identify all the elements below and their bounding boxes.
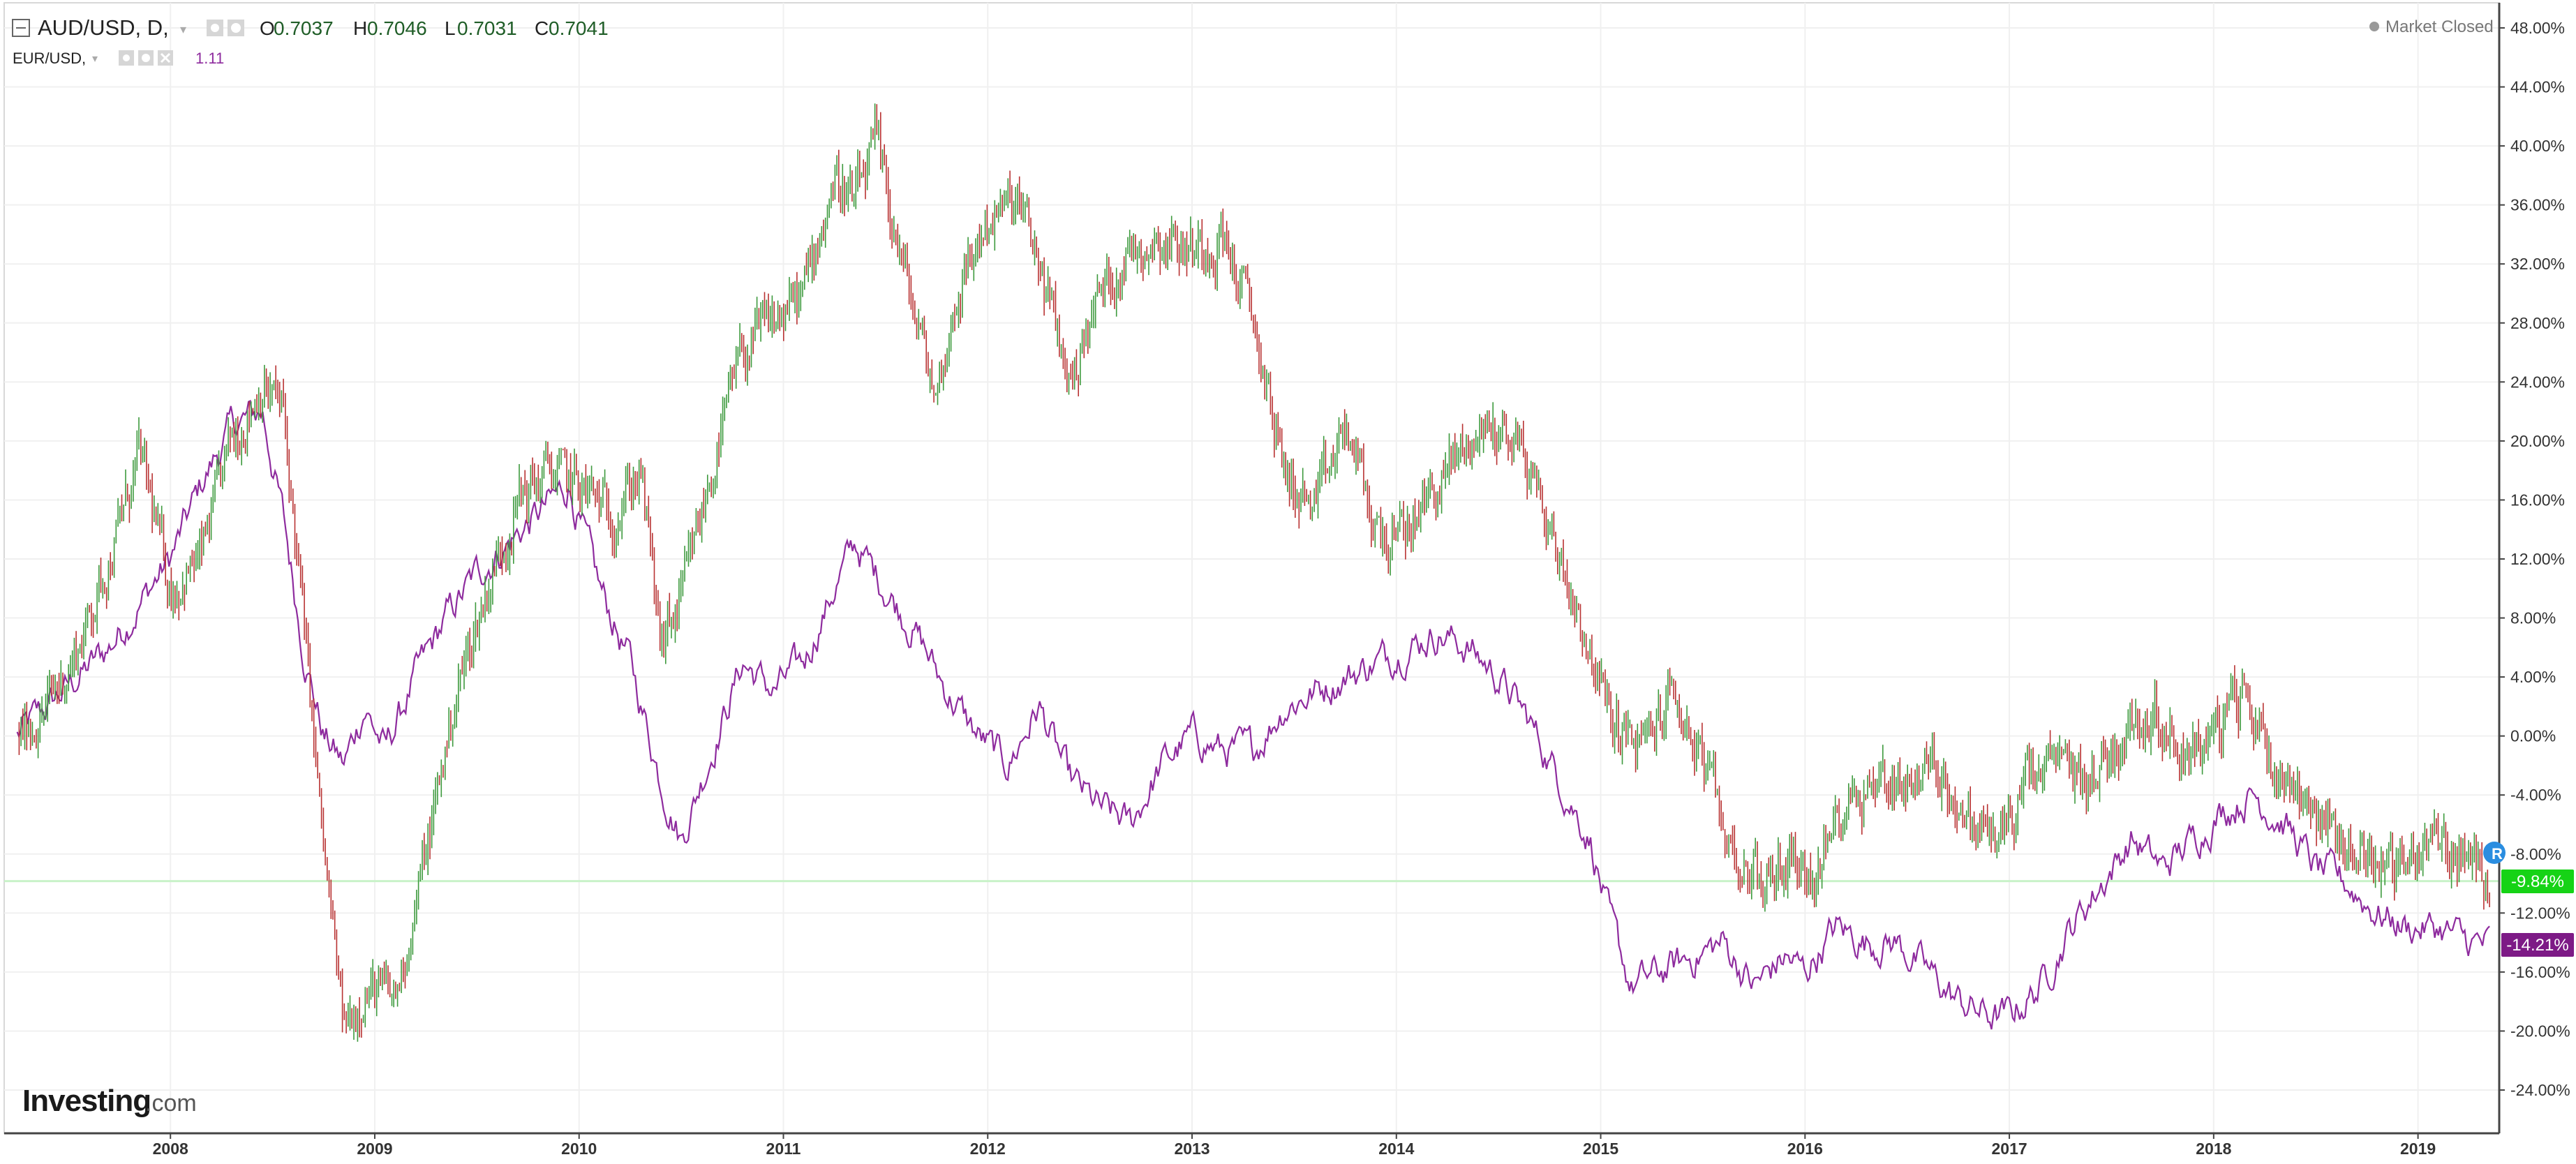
y-tick-label: 28.00% (2510, 314, 2565, 332)
x-tick-label: 2009 (357, 1140, 392, 1158)
ohlc-close-value: 0.7041 (549, 17, 609, 39)
y-tick-label: 0.00% (2510, 727, 2556, 745)
y-tick-label: 44.00% (2510, 78, 2565, 96)
y-tick-label: 20.00% (2510, 432, 2565, 450)
y-tick-label: 24.00% (2510, 373, 2565, 391)
x-tick-label: 2017 (1991, 1140, 2027, 1158)
y-tick-label: 16.00% (2510, 491, 2565, 509)
ohlc-high-value: 0.7046 (367, 17, 427, 39)
x-tick-label: 2016 (1787, 1140, 1823, 1158)
y-tick-label: 8.00% (2510, 609, 2556, 627)
aud-marker[interactable]: R (2483, 842, 2506, 864)
market-status: Market Closed (2369, 17, 2494, 36)
logo-suffix: .com (145, 1090, 197, 1117)
y-tick-label: -16.00% (2510, 963, 2570, 981)
gear-icon-center (231, 23, 241, 33)
ohlc-low-value: 0.7031 (457, 17, 517, 39)
y-tick-label: 48.00% (2510, 19, 2565, 37)
chevron-down-icon[interactable]: ▾ (180, 22, 186, 37)
aud-price-badge-label: -9.84% (2511, 872, 2564, 891)
aud-price-badge: -9.84% (2501, 870, 2574, 893)
grid-layer (4, 3, 2499, 1133)
x-tick-label: 2019 (2400, 1140, 2436, 1158)
y-tick-label: 32.00% (2510, 255, 2565, 273)
x-tick-label: 2015 (1583, 1140, 1618, 1158)
aud-usd-series (18, 103, 2490, 1042)
eur-usd-series (16, 399, 2490, 1030)
ohlc-low-key: L (445, 17, 456, 39)
gear-icon-center (142, 54, 150, 62)
y-tick-label: 4.00% (2510, 668, 2556, 686)
ohlc-open-value: 0.7037 (274, 17, 334, 39)
ohlc-close-key: C (535, 17, 549, 39)
compare-value: 1.11 (195, 50, 224, 67)
eur-usd-line (16, 399, 2490, 1030)
eye-icon-pupil (123, 54, 130, 61)
x-tick-label: 2014 (1378, 1140, 1414, 1158)
x-axis[interactable]: 2008 2009 2010 2011 2012 2013 2014 2015 2016 2017… (153, 1133, 2436, 1158)
x-tick-label: 2010 (561, 1140, 597, 1158)
market-status-label: Market Closed (2385, 17, 2494, 36)
eye-icon-pupil (211, 24, 219, 32)
y-axis[interactable]: 48.00% 44.00% 40.00% 36.00% 32.00% 28.00% 24.0… (2499, 19, 2570, 1099)
y-tick-label: 40.00% (2510, 137, 2565, 155)
main-symbol-label: AUD/USD, D, (38, 15, 169, 40)
y-tick-label: -12.00% (2510, 904, 2570, 922)
x-tick-label: 2018 (2196, 1140, 2231, 1158)
status-dot-icon (2369, 22, 2379, 31)
y-tick-label: -20.00% (2510, 1022, 2570, 1040)
eur-price-badge-label: -14.21% (2506, 936, 2568, 955)
ohlc-open-key: O (260, 17, 275, 39)
eur-price-badge: -14.21% (2501, 933, 2574, 957)
plot-border (3, 2, 2500, 1134)
legend-compare[interactable]: EUR/USD, ▾ 1.11 (13, 50, 224, 67)
y-tick-label: -4.00% (2510, 786, 2561, 804)
x-tick-label: 2013 (1174, 1140, 1209, 1158)
legend-main[interactable]: AUD/USD, D, ▾ O 0.7037 H 0.7046 L 0.7031… (12, 15, 609, 40)
compare-symbol-label: EUR/USD, (13, 50, 86, 67)
aud-marker-icon: R (2492, 845, 2503, 863)
logo-brand: Investing (22, 1084, 151, 1118)
close-icon-stroke (160, 52, 171, 64)
ohlc-high-key: H (353, 17, 367, 39)
y-tick-label: -24.00% (2510, 1081, 2570, 1099)
chevron-down-icon[interactable]: ▾ (92, 52, 98, 65)
y-tick-label: 36.00% (2510, 196, 2565, 214)
y-tick-label: -8.00% (2510, 845, 2561, 863)
x-tick-label: 2008 (153, 1140, 188, 1158)
y-tick-label: 12.00% (2510, 550, 2565, 568)
x-tick-label: 2012 (970, 1140, 1006, 1158)
investing-logo[interactable]: Investing .com (22, 1084, 197, 1118)
x-tick-label: 2011 (766, 1140, 801, 1158)
